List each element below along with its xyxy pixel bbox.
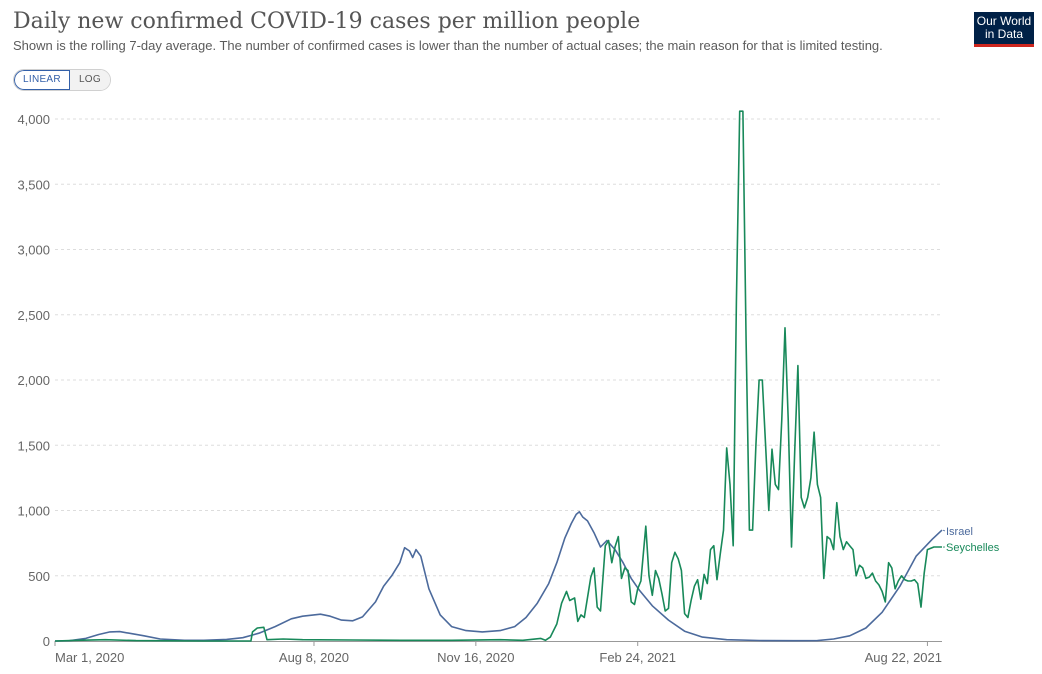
- x-tick-label: Feb 24, 2021: [599, 650, 676, 665]
- y-tick-label: 0: [43, 634, 50, 649]
- series-label-israel: Israel: [946, 526, 973, 538]
- y-tick-label: 4,000: [17, 112, 50, 127]
- owid-logo[interactable]: Our World in Data: [974, 12, 1034, 47]
- x-tick-label: Aug 22, 2021: [865, 650, 942, 665]
- x-tick-label: Aug 8, 2020: [279, 650, 349, 665]
- series-line-seychelles: [54, 110, 942, 642]
- chart-subtitle: Shown is the rolling 7-day average. The …: [13, 38, 883, 53]
- y-tick-label: 500: [28, 569, 50, 584]
- y-tick-label: 3,000: [17, 243, 50, 258]
- y-tick-label: 2,000: [17, 373, 50, 388]
- x-tick-label: Mar 1, 2020: [55, 650, 124, 665]
- scale-toggle: LINEAR LOG: [13, 69, 111, 91]
- y-tick-label: 1,000: [17, 504, 50, 519]
- chart-title: Daily new confirmed COVID-19 cases per m…: [13, 9, 641, 34]
- series-line-israel: [54, 511, 943, 642]
- y-tick-label: 1,500: [17, 438, 50, 453]
- series-label-seychelles: Seychelles: [946, 542, 1000, 554]
- x-tick-label: Nov 16, 2020: [437, 650, 514, 665]
- logo-line-1: Our World: [976, 14, 1032, 28]
- y-tick-label: 2,500: [17, 308, 50, 323]
- series-label-connector: [942, 529, 946, 532]
- log-scale-button[interactable]: LOG: [69, 70, 110, 90]
- linear-scale-button[interactable]: LINEAR: [14, 70, 70, 90]
- logo-line-2: in Data: [984, 27, 1024, 41]
- y-tick-label: 3,500: [17, 177, 50, 192]
